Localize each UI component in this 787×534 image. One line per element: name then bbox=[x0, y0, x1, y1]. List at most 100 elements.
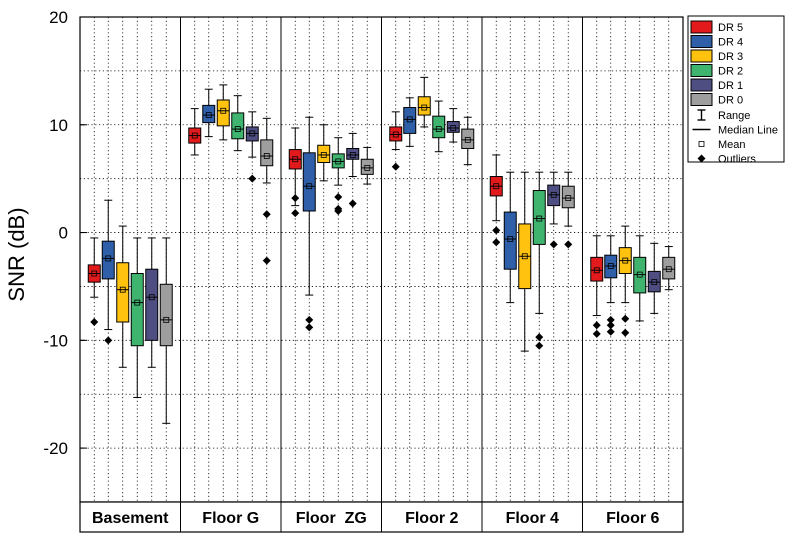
box-rect bbox=[647, 270, 661, 293]
legend-item: DR 5 bbox=[690, 20, 743, 34]
box bbox=[116, 225, 130, 368]
mean-marker bbox=[421, 104, 428, 111]
legend-label: DR 0 bbox=[718, 95, 743, 107]
box bbox=[331, 137, 345, 215]
legend-label: DR 4 bbox=[718, 37, 743, 49]
box bbox=[561, 171, 575, 249]
box bbox=[260, 117, 274, 265]
box bbox=[547, 171, 561, 249]
mean-marker bbox=[607, 263, 614, 269]
box-rect bbox=[604, 254, 618, 279]
box-rect bbox=[662, 256, 676, 280]
mean-marker bbox=[335, 158, 342, 165]
box bbox=[604, 235, 618, 336]
legend-label: Mean bbox=[718, 139, 746, 151]
box bbox=[633, 235, 647, 322]
mean-marker bbox=[464, 136, 471, 143]
series-dr-0 bbox=[159, 116, 676, 424]
box-rect bbox=[101, 240, 115, 280]
outlier-marker bbox=[592, 321, 601, 330]
outlier-marker bbox=[592, 329, 601, 338]
legend-swatch bbox=[690, 49, 713, 63]
box bbox=[489, 154, 503, 247]
outlier-marker bbox=[291, 194, 300, 203]
mean-marker bbox=[148, 294, 155, 301]
legend-swatch bbox=[690, 20, 713, 34]
mean-marker bbox=[593, 267, 600, 274]
legend-item: Range bbox=[697, 109, 750, 122]
box-rect bbox=[302, 152, 316, 212]
outlier-marker bbox=[262, 256, 271, 265]
mean-marker bbox=[134, 299, 141, 306]
y-tick-label: 10 bbox=[49, 116, 68, 135]
box-rect bbox=[360, 158, 374, 175]
legend-label: Outliers bbox=[718, 154, 756, 166]
box bbox=[188, 108, 202, 156]
outlier-marker bbox=[391, 162, 400, 171]
box bbox=[618, 225, 632, 337]
mean-marker bbox=[550, 191, 557, 198]
series-dr-5 bbox=[87, 108, 604, 338]
box bbox=[503, 171, 517, 304]
mean-marker bbox=[292, 156, 299, 163]
category-label: Floor ZG bbox=[296, 510, 367, 527]
legend: DR 5 DR 4 DR 3 DR 2 DR 1 DR 0 Range Median Line… bbox=[687, 15, 785, 166]
box-rect bbox=[590, 256, 604, 282]
legend-item: Outliers bbox=[697, 154, 756, 166]
legend-label: Range bbox=[718, 110, 750, 122]
box bbox=[647, 242, 661, 314]
box-rect bbox=[403, 107, 417, 134]
box bbox=[403, 97, 417, 147]
mean-marker bbox=[205, 112, 212, 118]
outlier-marker bbox=[305, 323, 314, 332]
box-rect bbox=[389, 126, 403, 142]
box bbox=[87, 237, 101, 327]
y-tick-label: 0 bbox=[59, 224, 68, 243]
box-rect bbox=[561, 185, 575, 209]
series-dr-1 bbox=[145, 108, 661, 368]
box-rect bbox=[547, 184, 561, 207]
box-rect bbox=[245, 126, 259, 142]
box bbox=[590, 235, 604, 338]
y-tick-label: 20 bbox=[49, 8, 68, 27]
box bbox=[432, 100, 446, 153]
outlier-marker bbox=[248, 174, 257, 183]
mean-marker bbox=[636, 271, 643, 278]
category-label: Floor 2 bbox=[405, 510, 458, 527]
box-rect bbox=[446, 121, 460, 133]
legend-item: DR 3 bbox=[690, 49, 743, 63]
mean-marker bbox=[306, 183, 313, 190]
y-tick-label: -10 bbox=[43, 331, 68, 350]
box-rect bbox=[331, 153, 345, 169]
outlier-marker bbox=[535, 333, 544, 342]
box bbox=[317, 124, 331, 182]
mean-marker bbox=[105, 255, 112, 262]
series-dr-3 bbox=[116, 76, 632, 368]
legend-swatch bbox=[690, 93, 713, 106]
category-label: Basement bbox=[92, 510, 169, 527]
mean-marker bbox=[493, 183, 500, 190]
box-rect bbox=[231, 112, 245, 140]
mean-marker bbox=[565, 195, 572, 201]
y-axis-title: SNR (dB) bbox=[4, 207, 29, 301]
box bbox=[446, 108, 460, 143]
box bbox=[302, 116, 316, 332]
mean-marker bbox=[406, 116, 413, 123]
box bbox=[202, 88, 216, 138]
box-rect bbox=[130, 273, 144, 347]
legend-item: DR 0 bbox=[690, 93, 743, 107]
box-rect bbox=[159, 283, 173, 347]
box bbox=[245, 111, 259, 183]
outlier-marker bbox=[621, 314, 630, 323]
outlier-marker bbox=[564, 240, 573, 249]
box-rect bbox=[633, 256, 647, 294]
outlier-icon bbox=[697, 154, 706, 163]
series-dr-4 bbox=[101, 88, 618, 345]
legend-item: DR 4 bbox=[690, 35, 743, 49]
box-rect bbox=[260, 139, 274, 167]
box bbox=[532, 171, 546, 350]
box bbox=[417, 76, 431, 128]
mean-marker bbox=[191, 132, 198, 139]
outlier-marker bbox=[348, 199, 357, 208]
